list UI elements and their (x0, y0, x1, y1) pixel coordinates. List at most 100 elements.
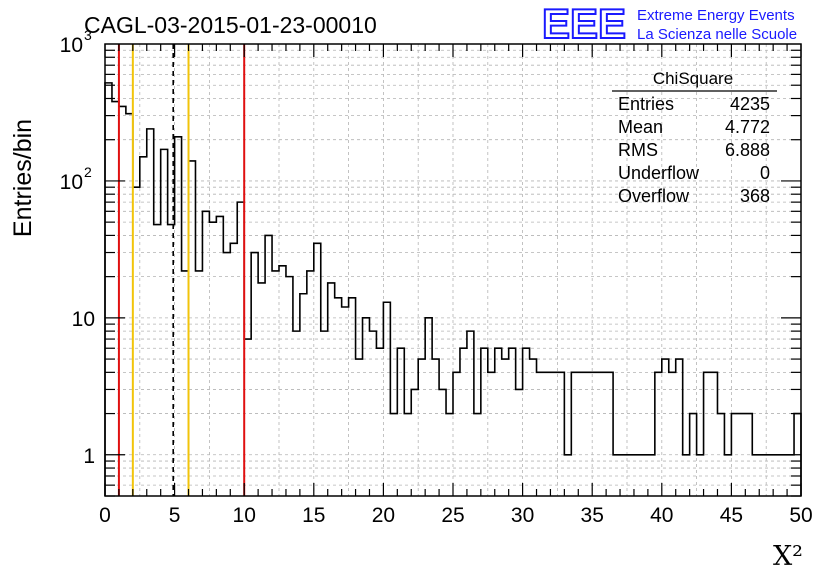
histogram-bin (425, 318, 432, 496)
histogram-bin (147, 129, 154, 496)
histogram-bin (592, 372, 599, 496)
stats-row-label: Entries (618, 94, 674, 114)
histogram-bin (251, 253, 258, 496)
histogram-bin (516, 389, 523, 496)
histogram-bin (745, 414, 752, 496)
y-tick-label: 10 (60, 34, 83, 57)
histogram-bin (530, 359, 537, 496)
histogram-bin (154, 225, 161, 496)
histogram-bin (648, 455, 655, 496)
histogram-bin (773, 455, 780, 496)
stats-row-label: Mean (618, 117, 663, 137)
histogram-bin (376, 348, 383, 496)
histogram-bin (717, 414, 724, 496)
histogram-bin (307, 271, 314, 496)
histogram-bin (683, 455, 690, 496)
run-title: CAGL-03-2015-01-23-00010 (84, 12, 377, 38)
histogram-bin (328, 283, 335, 496)
y-tick-label: 10 (72, 308, 95, 331)
histogram-bin (509, 348, 516, 496)
histogram-bin (314, 243, 321, 496)
histogram-bin (133, 187, 140, 496)
histogram-bin (474, 414, 481, 496)
histogram-bin (363, 318, 370, 496)
stats-row-value: 4.772 (725, 117, 770, 137)
histogram-bin (432, 359, 439, 496)
stats-row-label: Underflow (618, 163, 700, 183)
x-tick-label: 45 (720, 504, 743, 527)
histogram-bin (369, 331, 376, 496)
histogram-bin (495, 348, 502, 496)
histogram-outline (104, 82, 802, 496)
histogram-bin (711, 372, 718, 496)
histogram-bars (104, 82, 802, 496)
histogram-bin (321, 331, 328, 496)
histogram-bin (209, 222, 216, 496)
x-tick-label: 50 (789, 504, 812, 527)
histogram-bin (342, 307, 349, 496)
histogram-bin (279, 266, 286, 496)
histogram-bin (543, 372, 550, 496)
histogram-bin (244, 339, 251, 496)
histogram-bin (161, 149, 168, 496)
histogram-bin (578, 372, 585, 496)
x-tick-label: 35 (581, 504, 604, 527)
histogram-bin (655, 372, 662, 496)
x-tick-label: 10 (233, 504, 256, 527)
histogram-bin (126, 114, 133, 496)
histogram-bin (272, 271, 279, 496)
y-tick-label-exponent: 2 (84, 164, 92, 180)
histogram-bin (731, 414, 738, 496)
histogram-bin (599, 372, 606, 496)
histogram-bin (446, 414, 453, 496)
histogram-bin (759, 455, 766, 496)
histogram-bin (293, 331, 300, 496)
stats-row-value: 0 (760, 163, 770, 183)
histogram-bin (418, 359, 425, 496)
histogram-bin (613, 455, 620, 496)
stats-row-value: 368 (740, 186, 770, 206)
histogram-bin (349, 298, 356, 496)
x-tick-label: 0 (99, 504, 111, 527)
histogram-bin (265, 235, 272, 496)
histogram-bin (356, 359, 363, 496)
histogram-bin (105, 83, 112, 496)
histogram-bin (537, 372, 544, 496)
x-axis-title: X² (773, 541, 803, 572)
histogram-bin (383, 302, 390, 496)
stats-row-label: RMS (618, 140, 658, 160)
histogram-bin (634, 455, 641, 496)
x-tick-label: 40 (650, 504, 673, 527)
eee-logo-mark: EEE (542, 0, 626, 47)
histogram-bin (467, 331, 474, 496)
histogram-bin (300, 294, 307, 496)
x-tick-label: 5 (169, 504, 181, 527)
histogram-bin (335, 298, 342, 496)
histogram-bin (752, 455, 759, 496)
histogram-bin (258, 283, 265, 496)
histogram-bin (404, 414, 411, 496)
histogram-bin (390, 414, 397, 496)
histogram-bin (453, 372, 460, 496)
histogram-bin (460, 348, 467, 496)
histogram-bin (195, 271, 202, 496)
y-tick-label-exponent: 3 (84, 27, 92, 43)
histogram-bin (620, 455, 627, 496)
stats-box: ChiSquare Entries 4235 Mean 4.772 RMS 6.888 Und… (612, 69, 777, 206)
logo-line-1: Extreme Energy Events (637, 7, 795, 24)
y-tick-label: 1 (83, 445, 95, 468)
x-tick-label: 15 (302, 504, 325, 527)
histogram-bin (662, 359, 669, 496)
histogram-bin (481, 348, 488, 496)
histogram-bin (202, 211, 209, 496)
stats-row-label: Overflow (618, 186, 690, 206)
histogram-bin (704, 372, 711, 496)
histogram-bin (439, 389, 446, 496)
histogram-bin (411, 389, 418, 496)
histogram-bin (766, 455, 773, 496)
histogram-bin (189, 161, 196, 496)
histogram-bin (780, 455, 787, 496)
x-tick-label: 30 (511, 504, 534, 527)
histogram-bin (738, 414, 745, 496)
